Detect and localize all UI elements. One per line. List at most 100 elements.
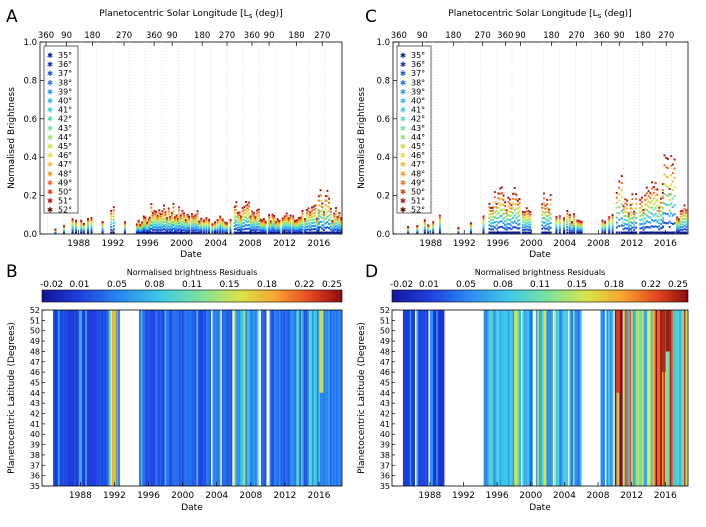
chart-a-point: [268, 220, 271, 223]
chart-c-point: [661, 192, 664, 194]
chart-a-point: [336, 217, 339, 220]
chart-a-point: [214, 225, 216, 228]
chart-b-column: [148, 310, 151, 486]
chart-c-point: [681, 212, 684, 215]
chart-a-point: [304, 223, 307, 226]
chart-a-point: [274, 222, 277, 225]
chart-a-point: [158, 225, 161, 228]
chart-c-point: [651, 200, 653, 203]
chart-c-point: [558, 219, 561, 222]
chart-c-point: [497, 211, 500, 214]
chart-a-point: [297, 217, 300, 219]
chart-a-point: [153, 223, 156, 226]
chart-a-point: [294, 222, 296, 225]
chart-c-point: [512, 221, 515, 224]
chart-c-point: [647, 215, 650, 218]
chart-a-point: [226, 226, 228, 229]
chart-c-point: [527, 210, 530, 213]
chart-a-point: [261, 220, 264, 223]
chart-c-legend-marker: ✱: [400, 115, 406, 124]
chart-a-point: [271, 222, 274, 225]
chart-c-point: [568, 231, 571, 234]
chart-a-point: [326, 205, 329, 208]
chart-a-point: [326, 226, 329, 229]
chart-a-point: [90, 226, 93, 229]
chart-a-point: [208, 218, 210, 221]
chart-a-point: [141, 223, 144, 226]
chart-d-column: [611, 310, 614, 486]
chart-a-point: [142, 217, 145, 220]
chart-b-column: [209, 310, 212, 486]
chart-a-group-12: [202, 217, 210, 234]
chart-a-point: [90, 231, 93, 234]
chart-c-point: [580, 228, 583, 231]
chart-d-segment-3: [483, 310, 521, 486]
chart-c-point: [512, 202, 515, 205]
chart-b-column: [245, 310, 248, 486]
chart-c-point: [555, 225, 558, 228]
chart-a-point: [112, 218, 115, 221]
chart-a-point: [292, 227, 295, 230]
chart-a-point: [190, 222, 193, 225]
chart-a-point: [216, 226, 219, 229]
chart-a-point: [233, 206, 236, 208]
chart-a-point: [167, 231, 170, 234]
chart-a-point: [181, 228, 184, 231]
chart-a-point: [312, 215, 315, 218]
chart-c-point: [505, 214, 508, 217]
chart-d-column: [620, 310, 623, 486]
chart-c-point: [652, 191, 655, 194]
chart-a-point: [251, 223, 254, 226]
chart-c-legend-marker: ✱: [400, 87, 406, 96]
chart-c-point: [685, 228, 688, 231]
chart-c-point: [568, 229, 571, 232]
chart-a-point: [167, 210, 170, 213]
chart-a-point: [159, 229, 162, 232]
chart-a-point: [152, 221, 154, 224]
chart-c-point: [679, 218, 682, 221]
chart-c-point: [525, 228, 528, 231]
chart-a-point: [169, 221, 172, 224]
chart-a-point: [251, 210, 254, 213]
chart-c-legend-label: 49°: [411, 178, 425, 187]
chart-a-point: [194, 231, 197, 234]
chart-a-point: [194, 220, 197, 223]
chart-c-point: [507, 218, 510, 221]
chart-d-column: [502, 310, 505, 486]
chart-a-point: [248, 212, 251, 215]
chart-c-group-1: [416, 225, 419, 234]
chart-a-point: [257, 225, 260, 228]
chart-d-axes: 1988 1992 1996 2000 2004 2008 2012 201635363738…: [380, 306, 677, 501]
chart-c-point: [608, 220, 611, 222]
chart-c-point: [665, 203, 668, 206]
chart-c-point: [521, 218, 524, 221]
chart-b-ytick-label: 45: [30, 378, 40, 387]
chart-c-point: [523, 226, 526, 229]
chart-a-point: [311, 212, 313, 215]
chart-a-point: [155, 221, 158, 224]
chart-d-column: [677, 310, 680, 486]
chart-a-point: [190, 226, 193, 229]
chart-c-point: [644, 199, 647, 201]
chart-b-column: [307, 310, 310, 486]
chart-c-point: [544, 221, 547, 224]
chart-a-point: [324, 195, 327, 198]
chart-a-point: [148, 231, 151, 234]
chart-a-point: [333, 212, 336, 215]
chart-a-point: [236, 226, 239, 229]
chart-c-point: [504, 201, 507, 204]
chart-b-column: [308, 310, 311, 486]
chart-c-point: [492, 231, 494, 234]
chart-a-point: [170, 226, 173, 229]
chart-b-colorbar: [41, 289, 343, 303]
chart-a-point: [188, 215, 191, 218]
chart-c-point: [656, 193, 659, 196]
chart-c-legend-marker: ✱: [400, 51, 406, 60]
chart-a-point: [101, 228, 104, 231]
chart-a-point: [221, 229, 224, 232]
chart-c-point: [647, 190, 650, 193]
chart-c-point: [670, 231, 673, 234]
chart-a-point: [243, 212, 246, 215]
chart-c-point: [683, 211, 686, 214]
chart-d-column: [419, 310, 422, 486]
